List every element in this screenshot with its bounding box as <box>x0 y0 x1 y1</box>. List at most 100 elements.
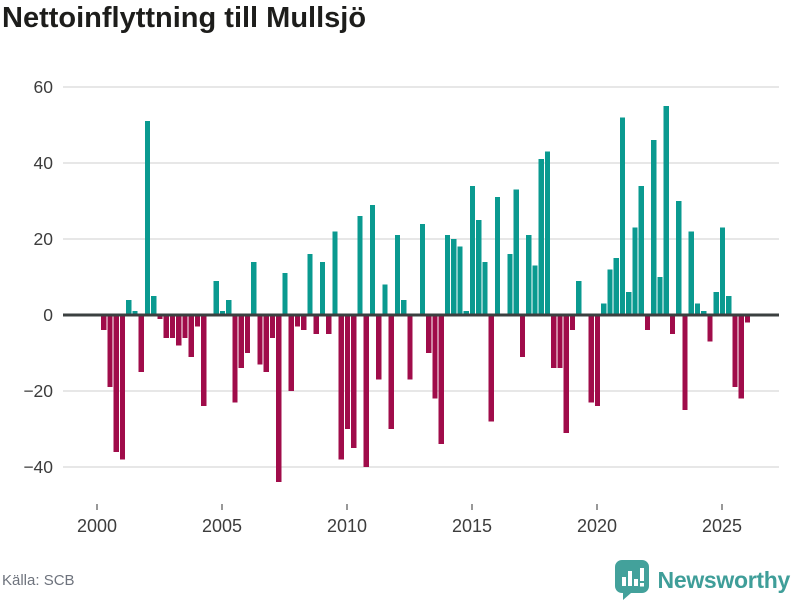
negative-bar <box>257 315 263 365</box>
positive-bar <box>151 296 157 315</box>
gridline <box>63 390 779 392</box>
negative-bar <box>138 315 144 372</box>
positive-bar <box>332 231 338 315</box>
newsworthy-logo: Newsworthy <box>614 560 791 600</box>
negative-bar <box>157 315 163 319</box>
positive-bar <box>613 258 619 315</box>
positive-bar <box>357 216 363 315</box>
positive-bar <box>226 299 232 315</box>
positive-bar <box>394 235 401 315</box>
positive-bar <box>319 261 326 315</box>
negative-bar <box>326 315 332 334</box>
positive-bar <box>457 246 463 315</box>
negative-bar <box>744 315 751 323</box>
positive-bar <box>213 280 219 315</box>
negative-bar <box>563 315 569 433</box>
positive-bar <box>419 223 426 315</box>
source-note: Källa: SCB <box>2 572 75 589</box>
y-axis-label: 20 <box>34 229 54 249</box>
negative-bar <box>313 315 319 334</box>
positive-bar <box>619 117 626 316</box>
positive-bar <box>482 261 488 315</box>
negative-bar <box>732 315 738 388</box>
negative-bar <box>232 315 238 403</box>
negative-bar <box>682 315 688 410</box>
negative-bar <box>488 315 494 422</box>
positive-bar <box>694 303 701 315</box>
negative-bar <box>244 315 251 353</box>
negative-bar <box>432 315 438 399</box>
positive-bar <box>463 311 469 315</box>
y-axis-label: 60 <box>34 77 54 97</box>
x-axis-label: 2020 <box>577 516 617 536</box>
positive-bar <box>144 121 151 315</box>
positive-bar <box>526 235 532 315</box>
negative-bar <box>426 315 432 353</box>
negative-bar <box>119 315 126 460</box>
negative-bar <box>276 315 282 483</box>
positive-bar <box>513 189 519 315</box>
negative-bar <box>176 315 182 346</box>
positive-bar <box>444 235 451 315</box>
positive-bar <box>713 292 719 315</box>
positive-bar <box>626 292 632 315</box>
x-axis-label: 2010 <box>327 516 367 536</box>
y-axis-label: 40 <box>34 153 54 173</box>
positive-bar <box>469 185 476 315</box>
positive-bar <box>676 201 682 315</box>
positive-bar <box>657 277 663 315</box>
x-tick-mark <box>346 504 348 510</box>
negative-bar <box>301 315 307 331</box>
negative-bar <box>669 315 676 334</box>
chart-title: Nettoinflyttning till Mullsjö <box>2 2 367 34</box>
positive-bar <box>132 311 138 315</box>
positive-bar <box>638 185 644 315</box>
positive-bar <box>401 299 407 315</box>
negative-bar <box>351 315 357 448</box>
negative-bar <box>707 315 713 342</box>
positive-bar <box>494 197 501 315</box>
positive-bar <box>688 231 694 315</box>
y-axis-label: 0 <box>43 305 53 325</box>
positive-bar <box>282 273 288 315</box>
zero-line <box>63 313 779 317</box>
positive-bar <box>726 296 732 315</box>
negative-bar <box>438 315 444 445</box>
positive-bar <box>219 311 226 315</box>
positive-bar <box>382 284 388 315</box>
positive-bar <box>607 269 613 315</box>
negative-bar <box>344 315 351 429</box>
negative-bar <box>594 315 601 407</box>
negative-bar <box>182 315 188 338</box>
negative-bar <box>738 315 744 399</box>
gridline <box>63 162 779 164</box>
negative-bar <box>388 315 394 429</box>
gridline <box>63 86 779 88</box>
negative-bar <box>269 315 276 338</box>
positive-bar <box>651 140 657 315</box>
positive-bar <box>544 151 551 315</box>
positive-bar <box>251 261 257 315</box>
negative-bar <box>376 315 382 380</box>
positive-bar <box>507 254 513 315</box>
positive-bar <box>701 311 707 315</box>
newsworthy-logo-text: Newsworthy <box>657 566 791 593</box>
y-axis-label: −20 <box>23 381 53 401</box>
positive-bar <box>451 239 457 315</box>
negative-bar <box>194 315 201 327</box>
positive-bar <box>476 220 482 315</box>
positive-bar <box>576 280 582 315</box>
positive-bar <box>126 299 132 315</box>
x-tick-mark <box>596 504 598 510</box>
bar-chart-speech-bubble-icon <box>614 560 649 600</box>
gridline <box>63 466 779 468</box>
negative-bar <box>288 315 294 391</box>
negative-bar <box>519 315 526 357</box>
negative-bar <box>363 315 369 467</box>
negative-bar <box>238 315 244 369</box>
positive-bar <box>601 303 607 315</box>
x-axis-label: 2015 <box>452 516 492 536</box>
negative-bar <box>557 315 563 369</box>
